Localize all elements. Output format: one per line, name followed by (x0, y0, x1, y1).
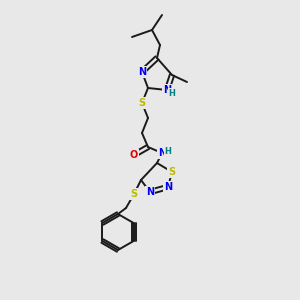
Text: O: O (130, 150, 138, 160)
Text: N: N (158, 148, 166, 158)
Text: N: N (138, 67, 146, 77)
Text: N: N (146, 187, 154, 197)
Text: H: H (165, 148, 171, 157)
Text: S: S (168, 167, 175, 177)
Text: S: S (130, 189, 138, 199)
Text: N: N (164, 182, 172, 192)
Text: H: H (169, 88, 176, 98)
Text: N: N (163, 85, 171, 95)
Text: S: S (138, 98, 146, 108)
